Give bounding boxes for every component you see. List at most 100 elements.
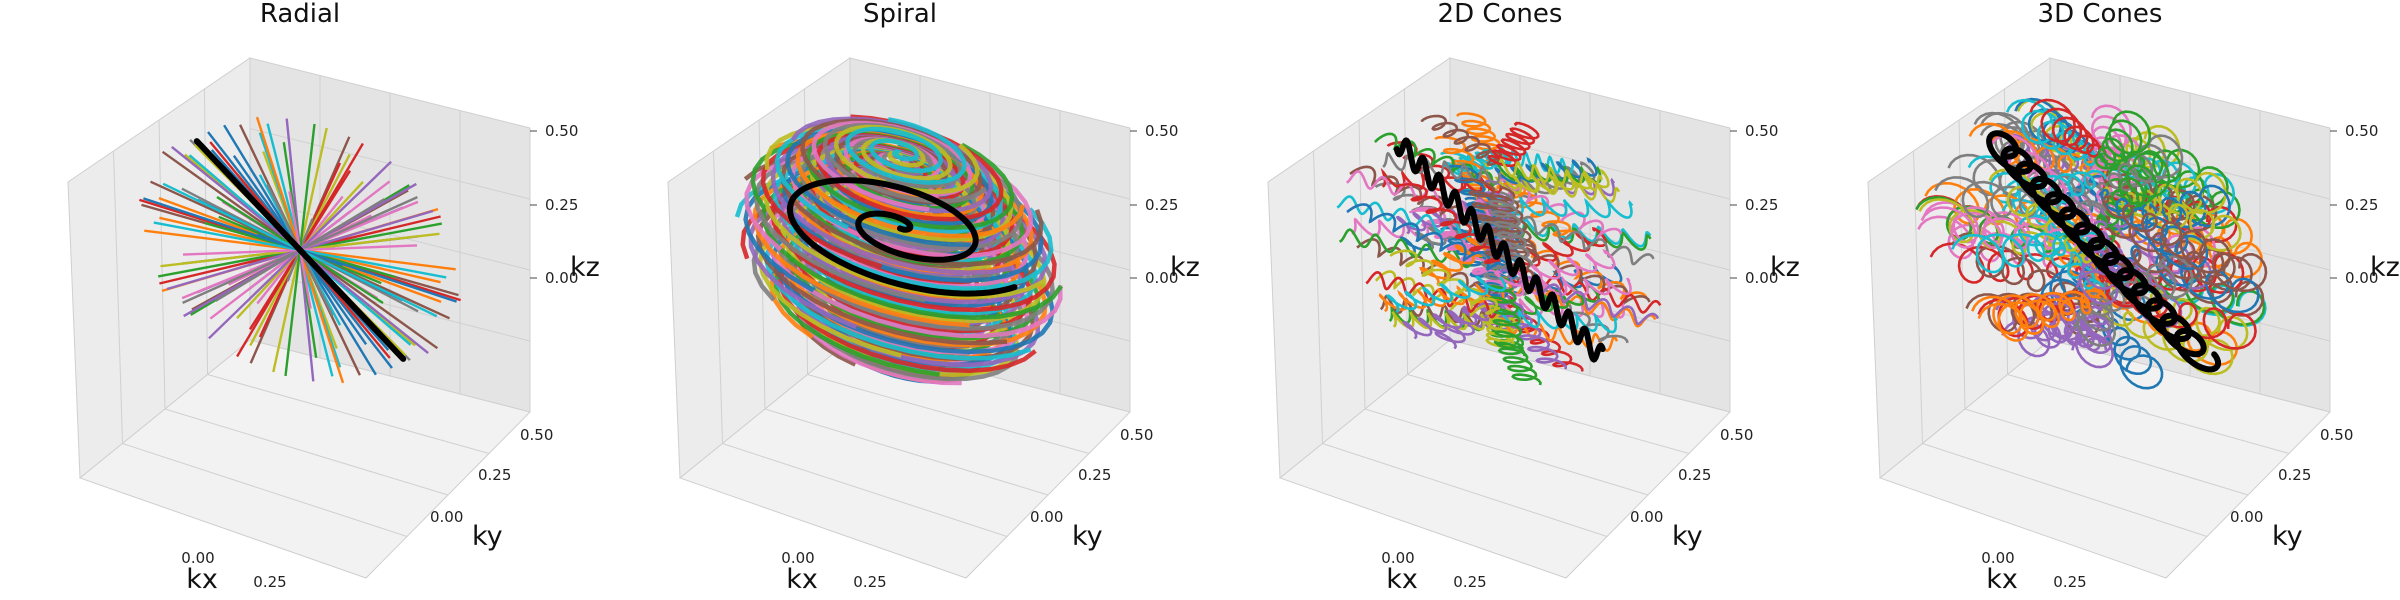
x-tick-label: 0.25 <box>2053 573 2086 591</box>
z-axis-label: kz <box>1170 252 1200 283</box>
pane-floor <box>1278 339 1731 579</box>
y-axis-label: ky <box>472 521 503 552</box>
cone-interleaf <box>2102 184 2232 231</box>
trajectory-group <box>139 116 461 384</box>
grid-line <box>1913 150 1923 444</box>
cone-interleaf <box>1396 182 1502 265</box>
cone-interleaf <box>2100 188 2209 271</box>
cone-interleaf <box>1486 275 1527 357</box>
trajectory-group <box>734 114 1063 386</box>
panel-title: 3D Cones <box>2038 0 2163 29</box>
y-axis-label: ky <box>1072 521 1103 552</box>
y-tick-label: 0.50 <box>2320 426 2353 444</box>
highlighted-trajectory <box>193 138 407 362</box>
y-axis-label: ky <box>1672 521 1703 552</box>
panel-title: Radial <box>260 0 340 29</box>
x-tick-label: 0.25 <box>853 573 886 591</box>
spiral-interleaf <box>822 122 988 204</box>
grid-line <box>1313 150 1323 444</box>
z-tick-label: 0.00 <box>1745 269 1778 287</box>
highlighted-trajectory <box>1986 130 2222 373</box>
y-axis-label: ky <box>2272 521 2303 552</box>
z-tick-label: 0.50 <box>545 122 578 140</box>
grid-line <box>764 408 1049 496</box>
cone-interleaf <box>1493 157 1598 185</box>
cone-interleaf <box>1488 185 1540 260</box>
trajectory-group <box>1915 97 2268 390</box>
cone-interleaf <box>1382 151 1502 186</box>
z-tick-label: 0.25 <box>545 196 578 214</box>
chart-panel-4: 0.00 0.25 0.50 0.00 0.25 0.50 0.00 0.25 kx ky kz 3D… <box>1867 0 2400 595</box>
y-tick-label: 0.25 <box>478 466 511 484</box>
cone-interleaf <box>2073 261 2117 347</box>
grid-line <box>722 443 1008 537</box>
highlighted-trajectory <box>1393 137 1606 363</box>
cone-interleaf <box>2104 236 2260 314</box>
cone-interleaf <box>1346 203 1501 271</box>
cone-interleaf <box>1379 294 1502 330</box>
trajectory-group <box>1336 112 1662 386</box>
grid-line <box>713 150 723 444</box>
z-tick-label: 0.50 <box>1745 122 1778 140</box>
z-tick-label: 0.00 <box>545 269 578 287</box>
grid-line <box>158 119 166 410</box>
pane-floor <box>1878 339 2331 579</box>
y-tick-label: 0.50 <box>520 426 553 444</box>
x-axis-label: kx <box>186 564 218 595</box>
y-tick-label: 0.25 <box>2278 466 2311 484</box>
z-tick-label: 0.50 <box>1145 122 1178 140</box>
z-tick-label: 0.50 <box>2345 122 2378 140</box>
cone-interleaf <box>2098 134 2184 196</box>
grid-line <box>807 374 1090 454</box>
cone-interleaf <box>1487 190 1533 267</box>
z-tick-label: 0.25 <box>1745 196 1778 214</box>
y-tick-label: 0.00 <box>1030 508 1063 526</box>
z-axis-label: kz <box>2370 252 2400 283</box>
cone-interleaf <box>1497 195 1634 220</box>
grid-line <box>1922 443 2208 537</box>
grid-line <box>1407 374 1690 454</box>
z-tick-label: 0.00 <box>2345 269 2378 287</box>
z-axis-label: kz <box>570 252 600 283</box>
cone-interleaf <box>2005 98 2107 167</box>
chart-panel-2: 0.00 0.25 0.50 0.00 0.25 0.50 0.00 0.25 kx ky kz Sp… <box>667 0 1200 595</box>
y-tick-label: 0.50 <box>1120 426 1153 444</box>
x-tick-label: 0.00 <box>1381 549 1414 567</box>
grid-line <box>1964 408 2249 496</box>
cone-interleaf <box>1499 208 1655 266</box>
cone-interleaf <box>2104 247 2268 292</box>
x-tick-label: 0.25 <box>1453 573 1486 591</box>
cone-interleaf <box>2094 110 2152 170</box>
grid-line <box>1364 408 1649 496</box>
cone-interleaf <box>1977 295 2107 342</box>
grid-line <box>164 408 449 496</box>
x-tick-label: 0.00 <box>781 549 814 567</box>
x-tick-label: 0.00 <box>181 549 214 567</box>
cone-interleaf <box>1499 263 1662 314</box>
y-tick-label: 0.00 <box>2230 508 2263 526</box>
x-tick-label: 0.25 <box>253 573 286 591</box>
cone-interleaf <box>1498 215 1652 248</box>
y-tick-label: 0.00 <box>430 508 463 526</box>
highlighted-trajectory <box>786 177 1018 297</box>
y-tick-label: 0.50 <box>1720 426 1753 444</box>
grid-line <box>207 374 490 454</box>
cone-interleaf <box>1385 275 1507 314</box>
spiral-interleaf <box>845 117 967 185</box>
x-axis-label: kx <box>1986 564 2018 595</box>
panel-title: 2D Cones <box>1438 0 1563 29</box>
cone-interleaf <box>1336 195 1501 247</box>
chart-panel-1: 0.00 0.25 0.50 0.00 0.25 0.50 0.00 0.25 kx ky kz Ra… <box>67 0 600 595</box>
cone-interleaf <box>2102 195 2232 274</box>
z-tick-label: 0.25 <box>1145 196 1178 214</box>
cone-interleaf <box>1389 249 1501 316</box>
y-tick-label: 0.25 <box>1678 466 1711 484</box>
pane-floor <box>78 339 531 579</box>
grid-line <box>1322 443 1608 537</box>
panel-title: Spiral <box>863 0 937 29</box>
cone-interleaf <box>1498 145 1578 177</box>
pane-floor <box>678 339 1131 579</box>
cone-interleaf <box>1487 121 1540 167</box>
cone-interleaf <box>2029 98 2107 158</box>
